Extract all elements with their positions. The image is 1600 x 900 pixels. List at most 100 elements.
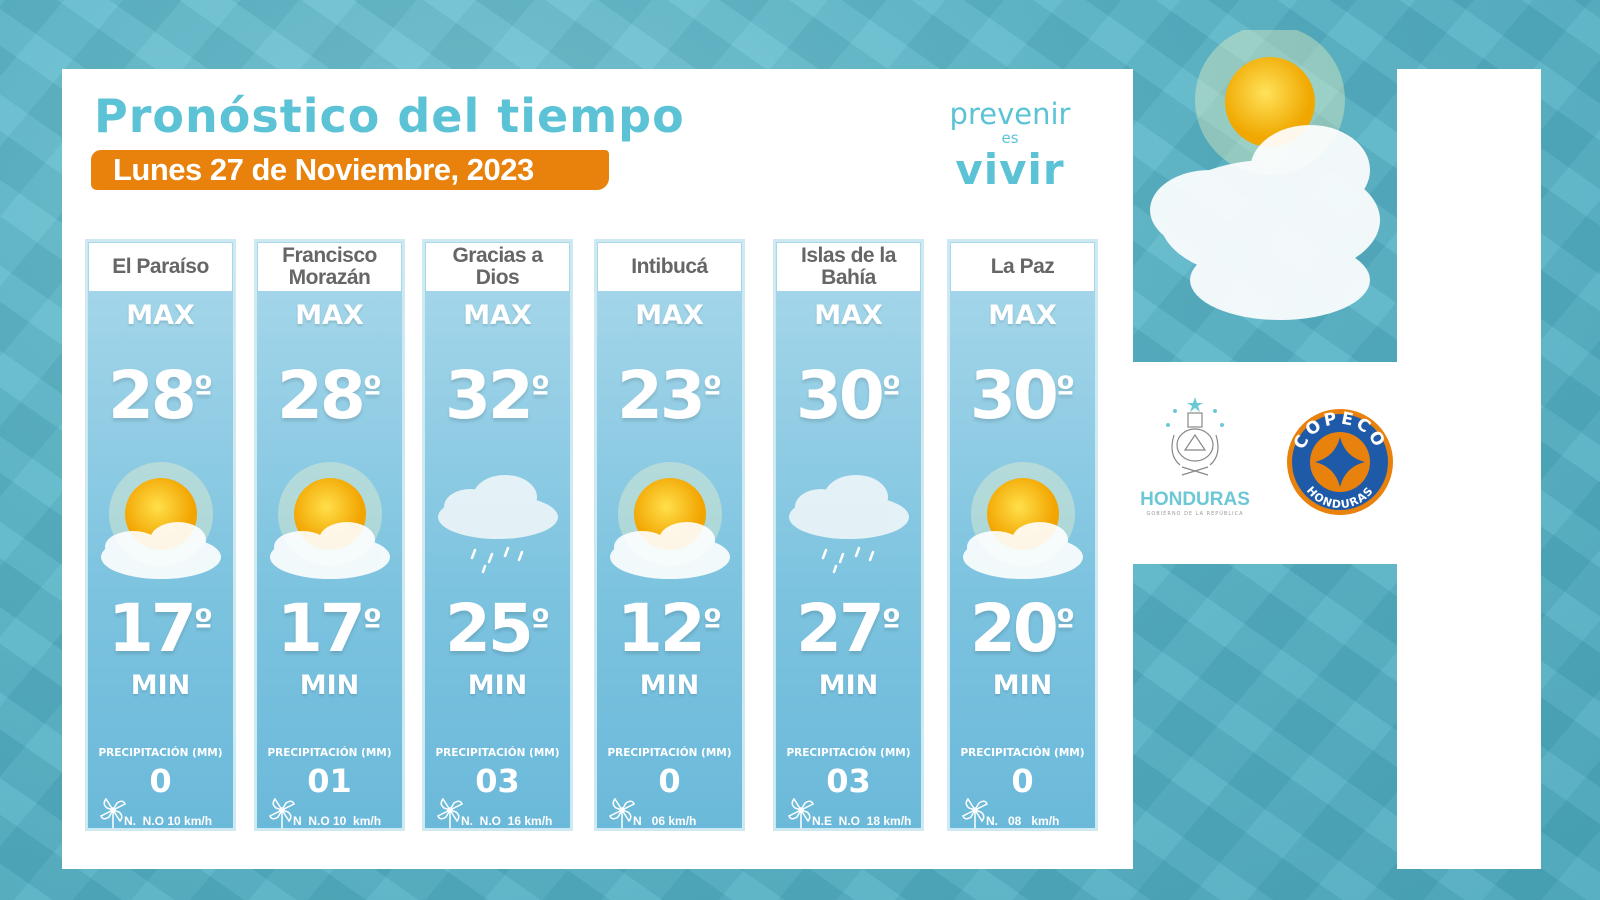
gobierno-honduras-logo: HONDURAS GOBIERNO DE LA REPÚBLICA: [1135, 395, 1255, 518]
gov-name: HONDURAS: [1140, 489, 1250, 510]
coat-of-arms-icon: [1166, 397, 1224, 476]
forecast-card: Francisco Morazán MAX 28º 17º MIN PRECIP…: [254, 239, 405, 831]
sun-cloud-icon: [955, 462, 1090, 591]
pinwheel-icon: [269, 797, 295, 828]
max-value: 32: [444, 357, 534, 434]
wind-info: N 06 km/h: [603, 797, 740, 828]
min-value: 17: [276, 590, 366, 667]
degree-symbol: º: [1055, 370, 1076, 410]
h-shape-decoration: [1397, 69, 1541, 869]
department-name: Gracias a Dios: [426, 243, 569, 291]
max-temperature: 32º: [425, 357, 570, 435]
pinwheel-icon: [788, 797, 814, 828]
max-label: MAX: [814, 300, 883, 331]
max-value: 28: [276, 357, 366, 434]
pinwheel-icon: [100, 797, 126, 828]
degree-symbol: º: [702, 603, 723, 643]
logo-line: es: [1001, 129, 1019, 147]
precipitation-label: PRECIPITACIÓN (MM): [98, 747, 223, 759]
forecast-card: La Paz MAX 30º 20º MIN PRECIPITACIÓN (MM…: [947, 239, 1098, 831]
wind-info: N N.O 10 km/h: [263, 797, 400, 828]
precipitation-value: 03: [475, 762, 520, 800]
min-label: MIN: [639, 670, 700, 701]
min-temperature: 25º: [425, 590, 570, 668]
logo-line: prevenir: [949, 97, 1071, 131]
wind-value: N N.O 10 km/h: [293, 814, 382, 828]
department-name: El Paraíso: [89, 243, 232, 291]
logo-line: vivir: [955, 145, 1065, 194]
max-value: 30: [795, 357, 885, 434]
page-title: Pronóstico del tiempo: [94, 89, 685, 143]
max-label: MAX: [635, 300, 704, 331]
min-temperature: 17º: [88, 590, 233, 668]
precipitation-label: PRECIPITACIÓN (MM): [960, 747, 1085, 759]
max-temperature: 30º: [776, 357, 921, 435]
department-name: Intibucá: [598, 243, 741, 291]
degree-symbol: º: [530, 603, 551, 643]
degree-symbol: º: [702, 370, 723, 410]
sun-cloud-icon: [602, 462, 737, 591]
degree-symbol: º: [530, 370, 551, 410]
min-temperature: 12º: [597, 590, 742, 668]
pinwheel-icon: [962, 797, 988, 828]
max-value: 30: [969, 357, 1059, 434]
department-name: Islas de la Bahía: [777, 243, 920, 291]
degree-symbol: º: [193, 603, 214, 643]
precipitation-value: 03: [826, 762, 871, 800]
max-temperature: 28º: [88, 357, 233, 435]
precipitation-value: 0: [1011, 762, 1034, 800]
wind-info: N. N.O 10 km/h: [94, 797, 231, 828]
department-name: Francisco Morazán: [258, 243, 401, 291]
precipitation-label: PRECIPITACIÓN (MM): [267, 747, 392, 759]
wind-info: N. 08 km/h: [956, 797, 1093, 828]
degree-symbol: º: [881, 603, 902, 643]
max-temperature: 28º: [257, 357, 402, 435]
min-value: 17: [107, 590, 197, 667]
pinwheel-icon: [609, 797, 635, 828]
department-name: La Paz: [951, 243, 1094, 291]
forecast-card: Intibucá MAX 23º 12º MIN PRECIPITACIÓN (…: [594, 239, 745, 831]
rain-cloud-icon: [430, 462, 565, 591]
min-value: 12: [616, 590, 706, 667]
gov-subtitle: GOBIERNO DE LA REPÚBLICA: [1146, 511, 1244, 517]
min-value: 27: [795, 590, 885, 667]
degree-symbol: º: [881, 370, 902, 410]
precipitation-label: PRECIPITACIÓN (MM): [435, 747, 560, 759]
min-value: 25: [444, 590, 534, 667]
forecast-card: Gracias a Dios MAX 32º 25º MIN PRECIPITA…: [422, 239, 573, 831]
copeco-logo: COPECO HONDURAS: [1287, 408, 1393, 515]
sun-cloud-icon: [93, 462, 228, 591]
wind-value: N. 08 km/h: [986, 814, 1060, 828]
precipitation-value: 01: [307, 762, 352, 800]
max-label: MAX: [463, 300, 532, 331]
max-temperature: 30º: [950, 357, 1095, 435]
wind-info: N.E N.O 18 km/h: [782, 797, 919, 828]
min-label: MIN: [299, 670, 360, 701]
max-label: MAX: [295, 300, 364, 331]
min-label: MIN: [467, 670, 528, 701]
sun-cloud-decoration-icon: [1150, 30, 1380, 320]
max-label: MAX: [988, 300, 1057, 331]
wind-value: N. N.O 10 km/h: [124, 814, 213, 828]
max-value: 28: [107, 357, 197, 434]
degree-symbol: º: [193, 370, 214, 410]
min-value: 20: [969, 590, 1059, 667]
min-temperature: 27º: [776, 590, 921, 668]
precipitation-value: 0: [149, 762, 172, 800]
degree-symbol: º: [362, 603, 383, 643]
precipitation-label: PRECIPITACIÓN (MM): [786, 747, 911, 759]
max-label: MAX: [126, 300, 195, 331]
prevenir-es-vivir-logo: prevenir es vivir: [930, 98, 1090, 193]
wind-info: N. N.O 16 km/h: [431, 797, 568, 828]
wind-value: N. N.O 16 km/h: [461, 814, 553, 828]
min-label: MIN: [818, 670, 879, 701]
max-temperature: 23º: [597, 357, 742, 435]
forecast-date: Lunes 27 de Noviembre, 2023: [91, 150, 609, 190]
precipitation-value: 0: [658, 762, 681, 800]
min-label: MIN: [130, 670, 191, 701]
min-label: MIN: [992, 670, 1053, 701]
forecast-card: Islas de la Bahía MAX 30º 27º MIN PRECIP…: [773, 239, 924, 831]
max-value: 23: [616, 357, 706, 434]
degree-symbol: º: [362, 370, 383, 410]
degree-symbol: º: [1055, 603, 1076, 643]
